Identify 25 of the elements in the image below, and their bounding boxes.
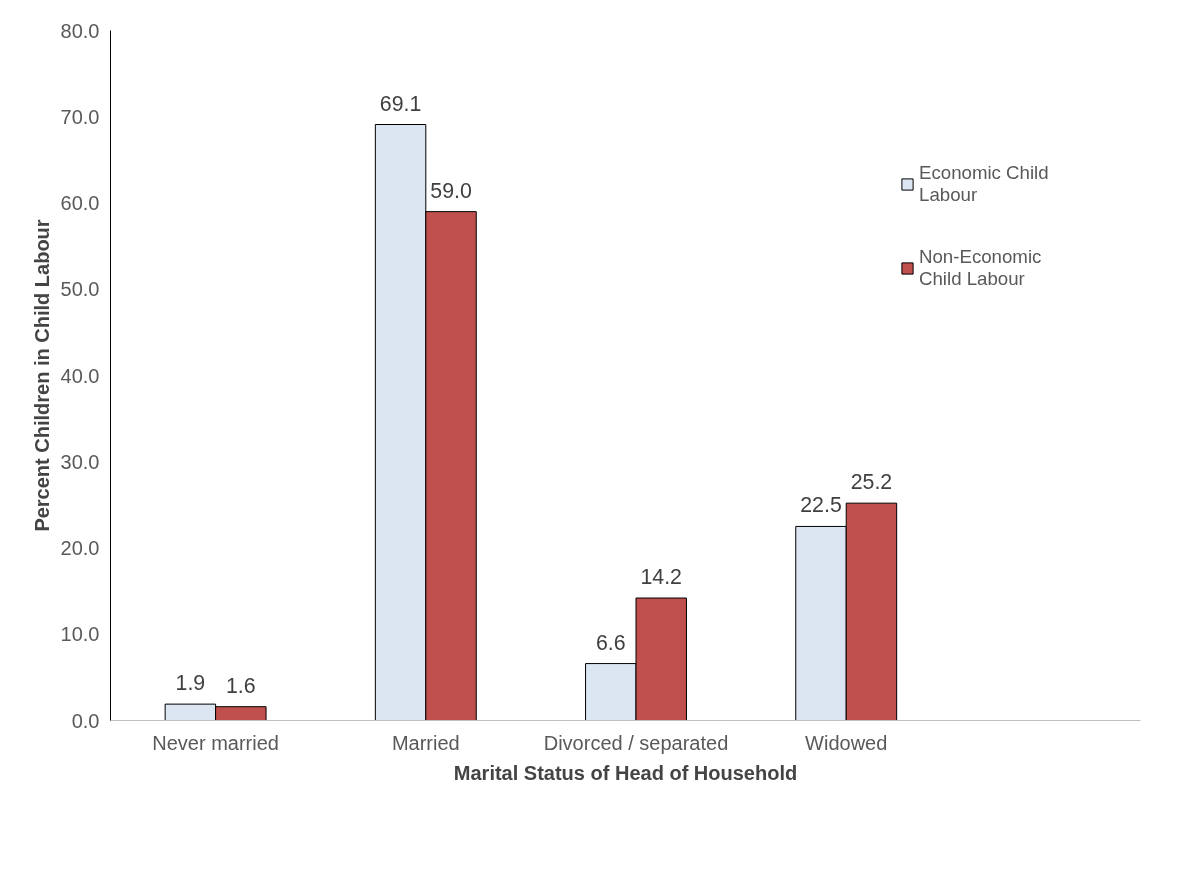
- x-tick-label: Married: [391, 731, 460, 754]
- data-label: 1.6: [226, 673, 256, 698]
- data-label: 59.0: [430, 178, 472, 203]
- x-tick-label: Widowed: [805, 731, 888, 754]
- data-label: 25.2: [850, 470, 893, 495]
- data-label: 69.1: [379, 91, 422, 116]
- data-label: 22.5: [800, 493, 842, 518]
- y-tick-label: 70.0: [60, 105, 100, 128]
- y-tick-label: 30.0: [60, 450, 100, 473]
- y-axis-title: Percent Children in Child Labour: [30, 219, 53, 532]
- x-axis-title: Marital Status of Head of Household: [453, 761, 798, 784]
- legend-label: Non-Economic Child Labour: [919, 246, 1043, 290]
- y-tick-label: 80.0: [60, 19, 100, 42]
- data-label: 6.6: [595, 630, 626, 655]
- y-tick-label: 50.0: [60, 278, 100, 301]
- y-tick-label: 20.0: [60, 537, 100, 559]
- data-label: 14.2: [640, 565, 682, 590]
- y-tick-label: 10.0: [60, 623, 100, 646]
- y-tick-label: 60.0: [60, 192, 100, 214]
- x-tick-label: Divorced / separated: [543, 731, 729, 754]
- data-label: 1.9: [175, 671, 206, 696]
- legend-label: Economic Child Labour: [919, 162, 1050, 206]
- x-tick-label: Never married: [152, 731, 279, 754]
- y-tick-label: 40.0: [60, 364, 100, 387]
- y-tick-label: 0.0: [71, 709, 100, 732]
